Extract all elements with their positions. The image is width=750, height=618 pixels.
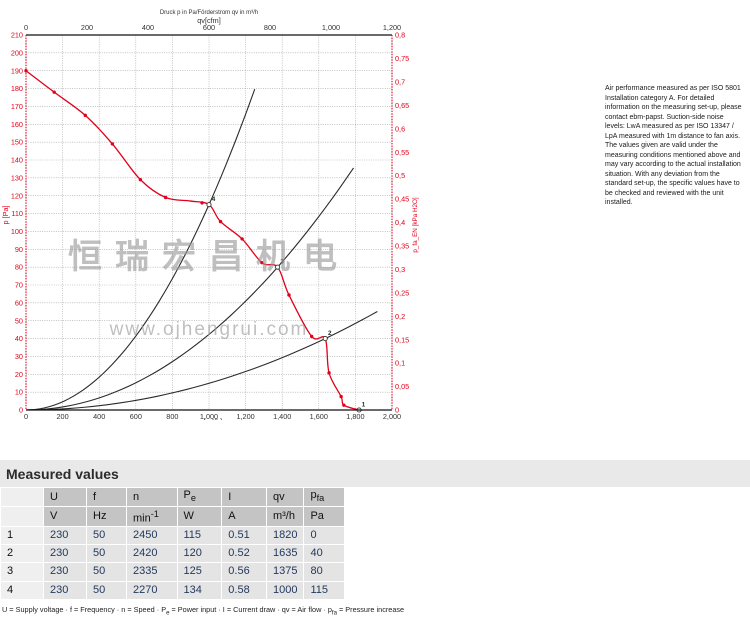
svg-text:400: 400 <box>93 412 105 420</box>
svg-text:140: 140 <box>11 156 23 165</box>
svg-text:www.ojhengrui.com: www.ojhengrui.com <box>109 319 309 340</box>
svg-text:30: 30 <box>15 352 23 361</box>
svg-text:200: 200 <box>57 412 69 420</box>
svg-text:p_fa_EN [kPa H2O]: p_fa_EN [kPa H2O] <box>412 197 419 253</box>
svg-text:120: 120 <box>11 191 23 200</box>
svg-text:0,4: 0,4 <box>395 218 405 227</box>
svg-text:0,15: 0,15 <box>395 335 409 344</box>
svg-text:0,35: 0,35 <box>395 242 409 251</box>
svg-text:0: 0 <box>24 412 28 420</box>
svg-text:100: 100 <box>11 227 23 236</box>
svg-text:400: 400 <box>142 23 154 32</box>
svg-text:110: 110 <box>11 209 23 218</box>
svg-text:qv[m³/h]: qv[m³/h] <box>196 417 222 420</box>
svg-text:50: 50 <box>15 316 23 325</box>
svg-text:150: 150 <box>11 138 23 147</box>
svg-text:2,000: 2,000 <box>383 412 401 420</box>
svg-text:1: 1 <box>362 401 366 408</box>
svg-text:0,55: 0,55 <box>395 148 409 157</box>
svg-text:200: 200 <box>11 49 23 58</box>
svg-text:600: 600 <box>130 412 142 420</box>
svg-text:0,3: 0,3 <box>395 265 405 274</box>
svg-text:210: 210 <box>11 31 23 40</box>
svg-text:0,05: 0,05 <box>395 382 409 391</box>
svg-text:80: 80 <box>15 263 23 272</box>
svg-text:0: 0 <box>19 406 23 415</box>
svg-text:1,000: 1,000 <box>322 23 340 32</box>
svg-text:1,200: 1,200 <box>383 23 401 32</box>
svg-text:0,75: 0,75 <box>395 54 409 63</box>
svg-text:800: 800 <box>264 23 276 32</box>
svg-text:170: 170 <box>11 102 23 111</box>
svg-text:恒瑞宏昌机电: 恒瑞宏昌机电 <box>68 237 350 276</box>
svg-text:0,45: 0,45 <box>395 195 409 204</box>
svg-text:160: 160 <box>11 120 23 129</box>
svg-text:130: 130 <box>11 174 23 183</box>
svg-text:200: 200 <box>81 23 93 32</box>
svg-text:190: 190 <box>11 66 23 75</box>
svg-text:1,800: 1,800 <box>346 412 364 420</box>
svg-text:800: 800 <box>166 412 178 420</box>
svg-text:4: 4 <box>212 196 216 203</box>
svg-text:20: 20 <box>15 370 23 379</box>
svg-text:0,1: 0,1 <box>395 359 405 368</box>
svg-text:2: 2 <box>328 330 332 337</box>
svg-text:60: 60 <box>15 299 23 308</box>
svg-text:0,2: 0,2 <box>395 312 405 321</box>
svg-text:0,25: 0,25 <box>395 288 409 297</box>
svg-text:70: 70 <box>15 281 23 290</box>
svg-text:0,7: 0,7 <box>395 78 405 87</box>
svg-text:90: 90 <box>15 245 23 254</box>
svg-text:0,6: 0,6 <box>395 124 405 133</box>
svg-text:0: 0 <box>24 23 28 32</box>
svg-text:40: 40 <box>15 334 23 343</box>
svg-text:0,65: 0,65 <box>395 101 409 110</box>
svg-text:qv[cfm]: qv[cfm] <box>197 16 221 25</box>
svg-text:0,5: 0,5 <box>395 171 405 180</box>
svg-text:p [Pa]: p [Pa] <box>1 205 10 224</box>
svg-text:1,400: 1,400 <box>273 412 291 420</box>
svg-text:1,200: 1,200 <box>236 412 254 420</box>
svg-text:10: 10 <box>15 388 23 397</box>
svg-text:180: 180 <box>11 84 23 93</box>
svg-text:1,600: 1,600 <box>310 412 328 420</box>
